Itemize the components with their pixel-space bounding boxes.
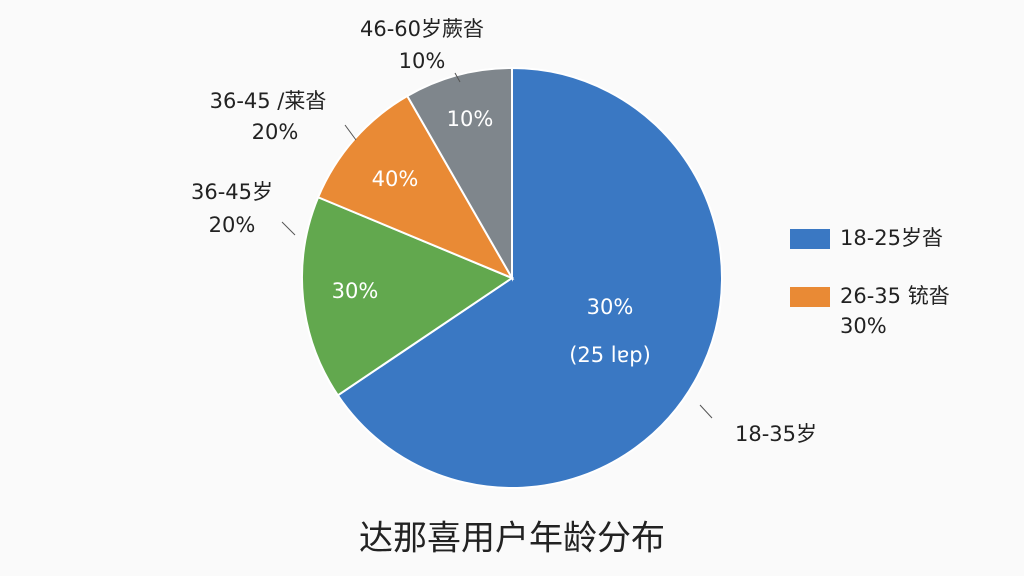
slice-label: 30% (332, 279, 379, 303)
leader-line (699, 404, 713, 419)
slice-label: 40% (372, 167, 419, 191)
leader-line (454, 72, 461, 83)
category-label: 18-35岁 (735, 422, 817, 446)
leader-line (344, 124, 357, 141)
outer-label: 20% (252, 120, 299, 144)
legend-label: 26-35 铳沓 (840, 284, 950, 308)
pie-slice (301, 195, 515, 397)
slice-label: 10% (447, 107, 494, 131)
legend-swatch (790, 229, 830, 249)
pie-slice (405, 66, 513, 282)
category-label: 36-45岁 (191, 180, 273, 204)
category-label: 36-45 /莱沓 (210, 89, 327, 113)
pie-slice (336, 66, 723, 489)
legend-note: 30% (840, 314, 887, 338)
pie-slice (316, 94, 515, 281)
outer-label: 10% (399, 49, 446, 73)
slice-label: 30% (587, 295, 634, 319)
legend-label: 18-25岁沓 (840, 226, 943, 250)
category-label: 46-60岁蕨沓 (360, 17, 484, 41)
chart-title: 达那喜用户年龄分布 (359, 519, 665, 559)
slice-label: (25 lɐp) (569, 343, 651, 367)
legend-swatch (790, 287, 830, 307)
outer-label: 20% (209, 213, 256, 237)
leader-line (281, 221, 296, 236)
